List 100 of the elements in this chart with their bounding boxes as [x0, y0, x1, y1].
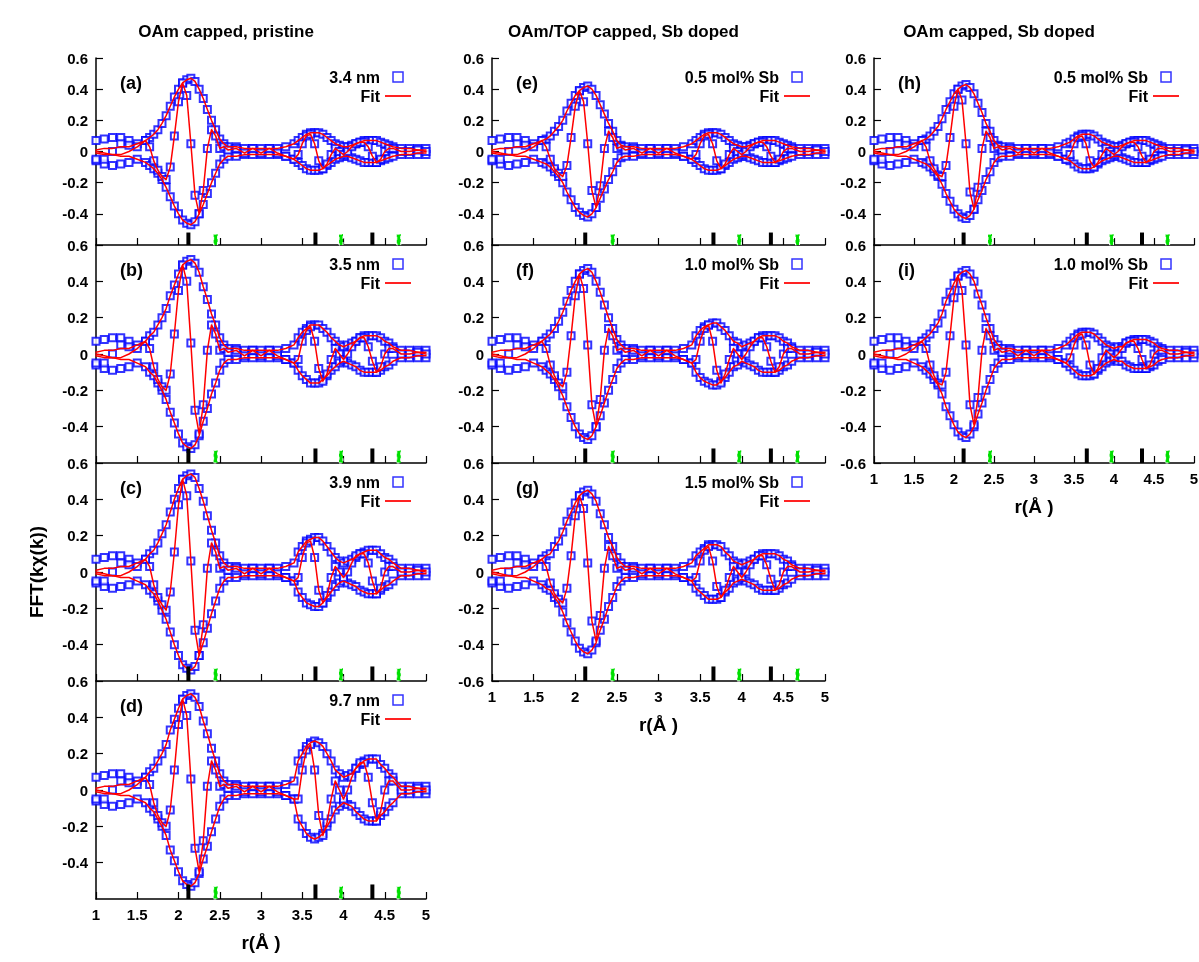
y-tick-label: -0.4	[62, 418, 89, 436]
y-tick-label: 0.2	[463, 309, 484, 327]
y-tick-label: -0.4	[62, 205, 89, 223]
x-tick-label: 2.5	[983, 470, 1005, 487]
y-tick-label: 0.4	[463, 80, 485, 98]
x-tick-label: 1	[487, 688, 497, 705]
legend-label: 0.5 mol% Sb	[1053, 68, 1149, 86]
x-tick-label: 2	[174, 906, 183, 923]
x-axis-title: r(Å )	[1014, 496, 1054, 517]
y-tick-label: -0.2	[62, 174, 88, 192]
y-tick-label: 0.6	[463, 236, 484, 254]
y-tick-label: -0.4	[458, 205, 485, 223]
legend-label: 0.5 mol% Sb	[684, 68, 780, 86]
annotation: (h)	[898, 73, 921, 93]
legend-label: Fit	[759, 492, 780, 510]
x-tick-label: 4	[737, 688, 747, 705]
legend-label: Fit	[360, 87, 381, 105]
x-tick-label: 5	[421, 906, 431, 923]
x-tick-label: 2	[949, 470, 959, 487]
y-tick-label: 0.6	[845, 236, 866, 254]
legend-label: 1.0 mol% Sb	[1053, 255, 1149, 273]
y-tick-label: -0.2	[458, 381, 484, 399]
chart-title: OAm/TOP capped, Sb doped	[508, 22, 739, 41]
x-tick-label: 3.5	[291, 906, 313, 923]
y-tick-label: 0.2	[67, 111, 88, 129]
y-tick-label: 0.4	[845, 80, 867, 98]
y-tick-label: 0	[475, 143, 484, 160]
y-tick-label: 0	[857, 143, 866, 160]
y-tick-label: 0.2	[463, 527, 484, 545]
legend-label: Fit	[759, 274, 780, 292]
chart-title: OAm capped, pristine	[138, 22, 314, 41]
legend-label: Fit	[1128, 87, 1149, 105]
annotation: (g)	[516, 478, 539, 498]
y-tick-label: -0.4	[840, 418, 867, 436]
y-tick-label: 0.2	[463, 111, 484, 129]
y-tick-label: 0	[79, 781, 88, 799]
annotation: (c)	[120, 478, 142, 498]
x-tick-label: 4.5	[1143, 470, 1165, 487]
y-tick-label: -0.2	[62, 817, 88, 835]
y-tick-label: 0.2	[67, 527, 88, 545]
x-tick-label: 2.5	[606, 688, 628, 705]
y-tick-label: 0.6	[67, 672, 88, 690]
x-tick-label: 1	[869, 470, 879, 487]
y-tick-label: 0	[79, 563, 88, 581]
y-tick-label: 0.6	[67, 236, 88, 254]
x-axis-title: r(Å )	[241, 932, 281, 953]
y-tick-label: 0.2	[67, 309, 88, 327]
legend-label: Fit	[360, 492, 381, 510]
y-tick-label: -0.6	[840, 454, 866, 472]
x-tick-label: 4.5	[772, 688, 794, 705]
y-tick-label: 0.4	[67, 80, 89, 98]
x-tick-label: 1	[91, 906, 101, 923]
y-tick-label: 0.6	[463, 49, 484, 67]
y-tick-label: -0.4	[62, 854, 89, 872]
legend-label: Fit	[1128, 274, 1149, 292]
y-tick-label: -0.6	[458, 672, 484, 690]
x-tick-label: 2	[571, 688, 580, 705]
annotation: (d)	[120, 696, 143, 716]
y-tick-label: 0.6	[463, 454, 484, 472]
y-tick-label: 0	[857, 345, 866, 363]
chart-title: OAm capped, Sb doped	[903, 22, 1095, 41]
y-tick-label: 0.4	[67, 490, 89, 508]
x-tick-label: 1.5	[523, 688, 545, 705]
y-tick-label: -0.2	[458, 599, 484, 617]
y-tick-label: 0.2	[67, 745, 88, 763]
y-tick-label: -0.4	[458, 418, 485, 436]
annotation: (a)	[120, 73, 142, 93]
y-tick-label: -0.4	[458, 636, 485, 654]
x-tick-label: 4	[339, 906, 349, 923]
x-tick-label: 4	[1109, 470, 1119, 487]
y-tick-label: 0.4	[463, 490, 485, 508]
annotation: (i)	[898, 260, 915, 280]
y-tick-label: 0.6	[845, 49, 866, 67]
legend-label: Fit	[759, 87, 780, 105]
y-tick-label: -0.2	[458, 174, 484, 192]
x-tick-label: 5	[1189, 470, 1199, 487]
y-tick-label: 0.6	[67, 49, 88, 67]
x-tick-label: 3.5	[689, 688, 711, 705]
y-tick-label: 0.2	[845, 309, 866, 327]
y-tick-label: 0	[79, 143, 88, 160]
x-tick-label: 4.5	[374, 906, 396, 923]
y-tick-label: -0.2	[62, 599, 88, 617]
x-tick-label: 3.5	[1063, 470, 1085, 487]
legend-label: 3.5 nm	[329, 255, 380, 273]
legend-label: 1.0 mol% Sb	[684, 255, 780, 273]
y-tick-label: 0	[475, 563, 484, 581]
y-tick-label: 0.4	[463, 272, 485, 290]
y-axis-title: FFT(kχ(k))	[26, 525, 47, 619]
x-tick-label: 3	[654, 688, 663, 705]
y-tick-label: 0.6	[67, 454, 88, 472]
y-tick-label: -0.4	[62, 636, 89, 654]
legend-label: 1.5 mol% Sb	[684, 473, 780, 491]
y-tick-label: 0.4	[845, 272, 867, 290]
annotation: (b)	[120, 260, 143, 280]
x-tick-label: 3	[256, 906, 266, 923]
legend-label: Fit	[360, 274, 381, 292]
legend-label: 3.4 nm	[329, 68, 380, 86]
y-tick-label: -0.2	[840, 381, 866, 399]
annotation: (f)	[516, 260, 534, 280]
y-tick-label: 0.2	[845, 111, 866, 129]
